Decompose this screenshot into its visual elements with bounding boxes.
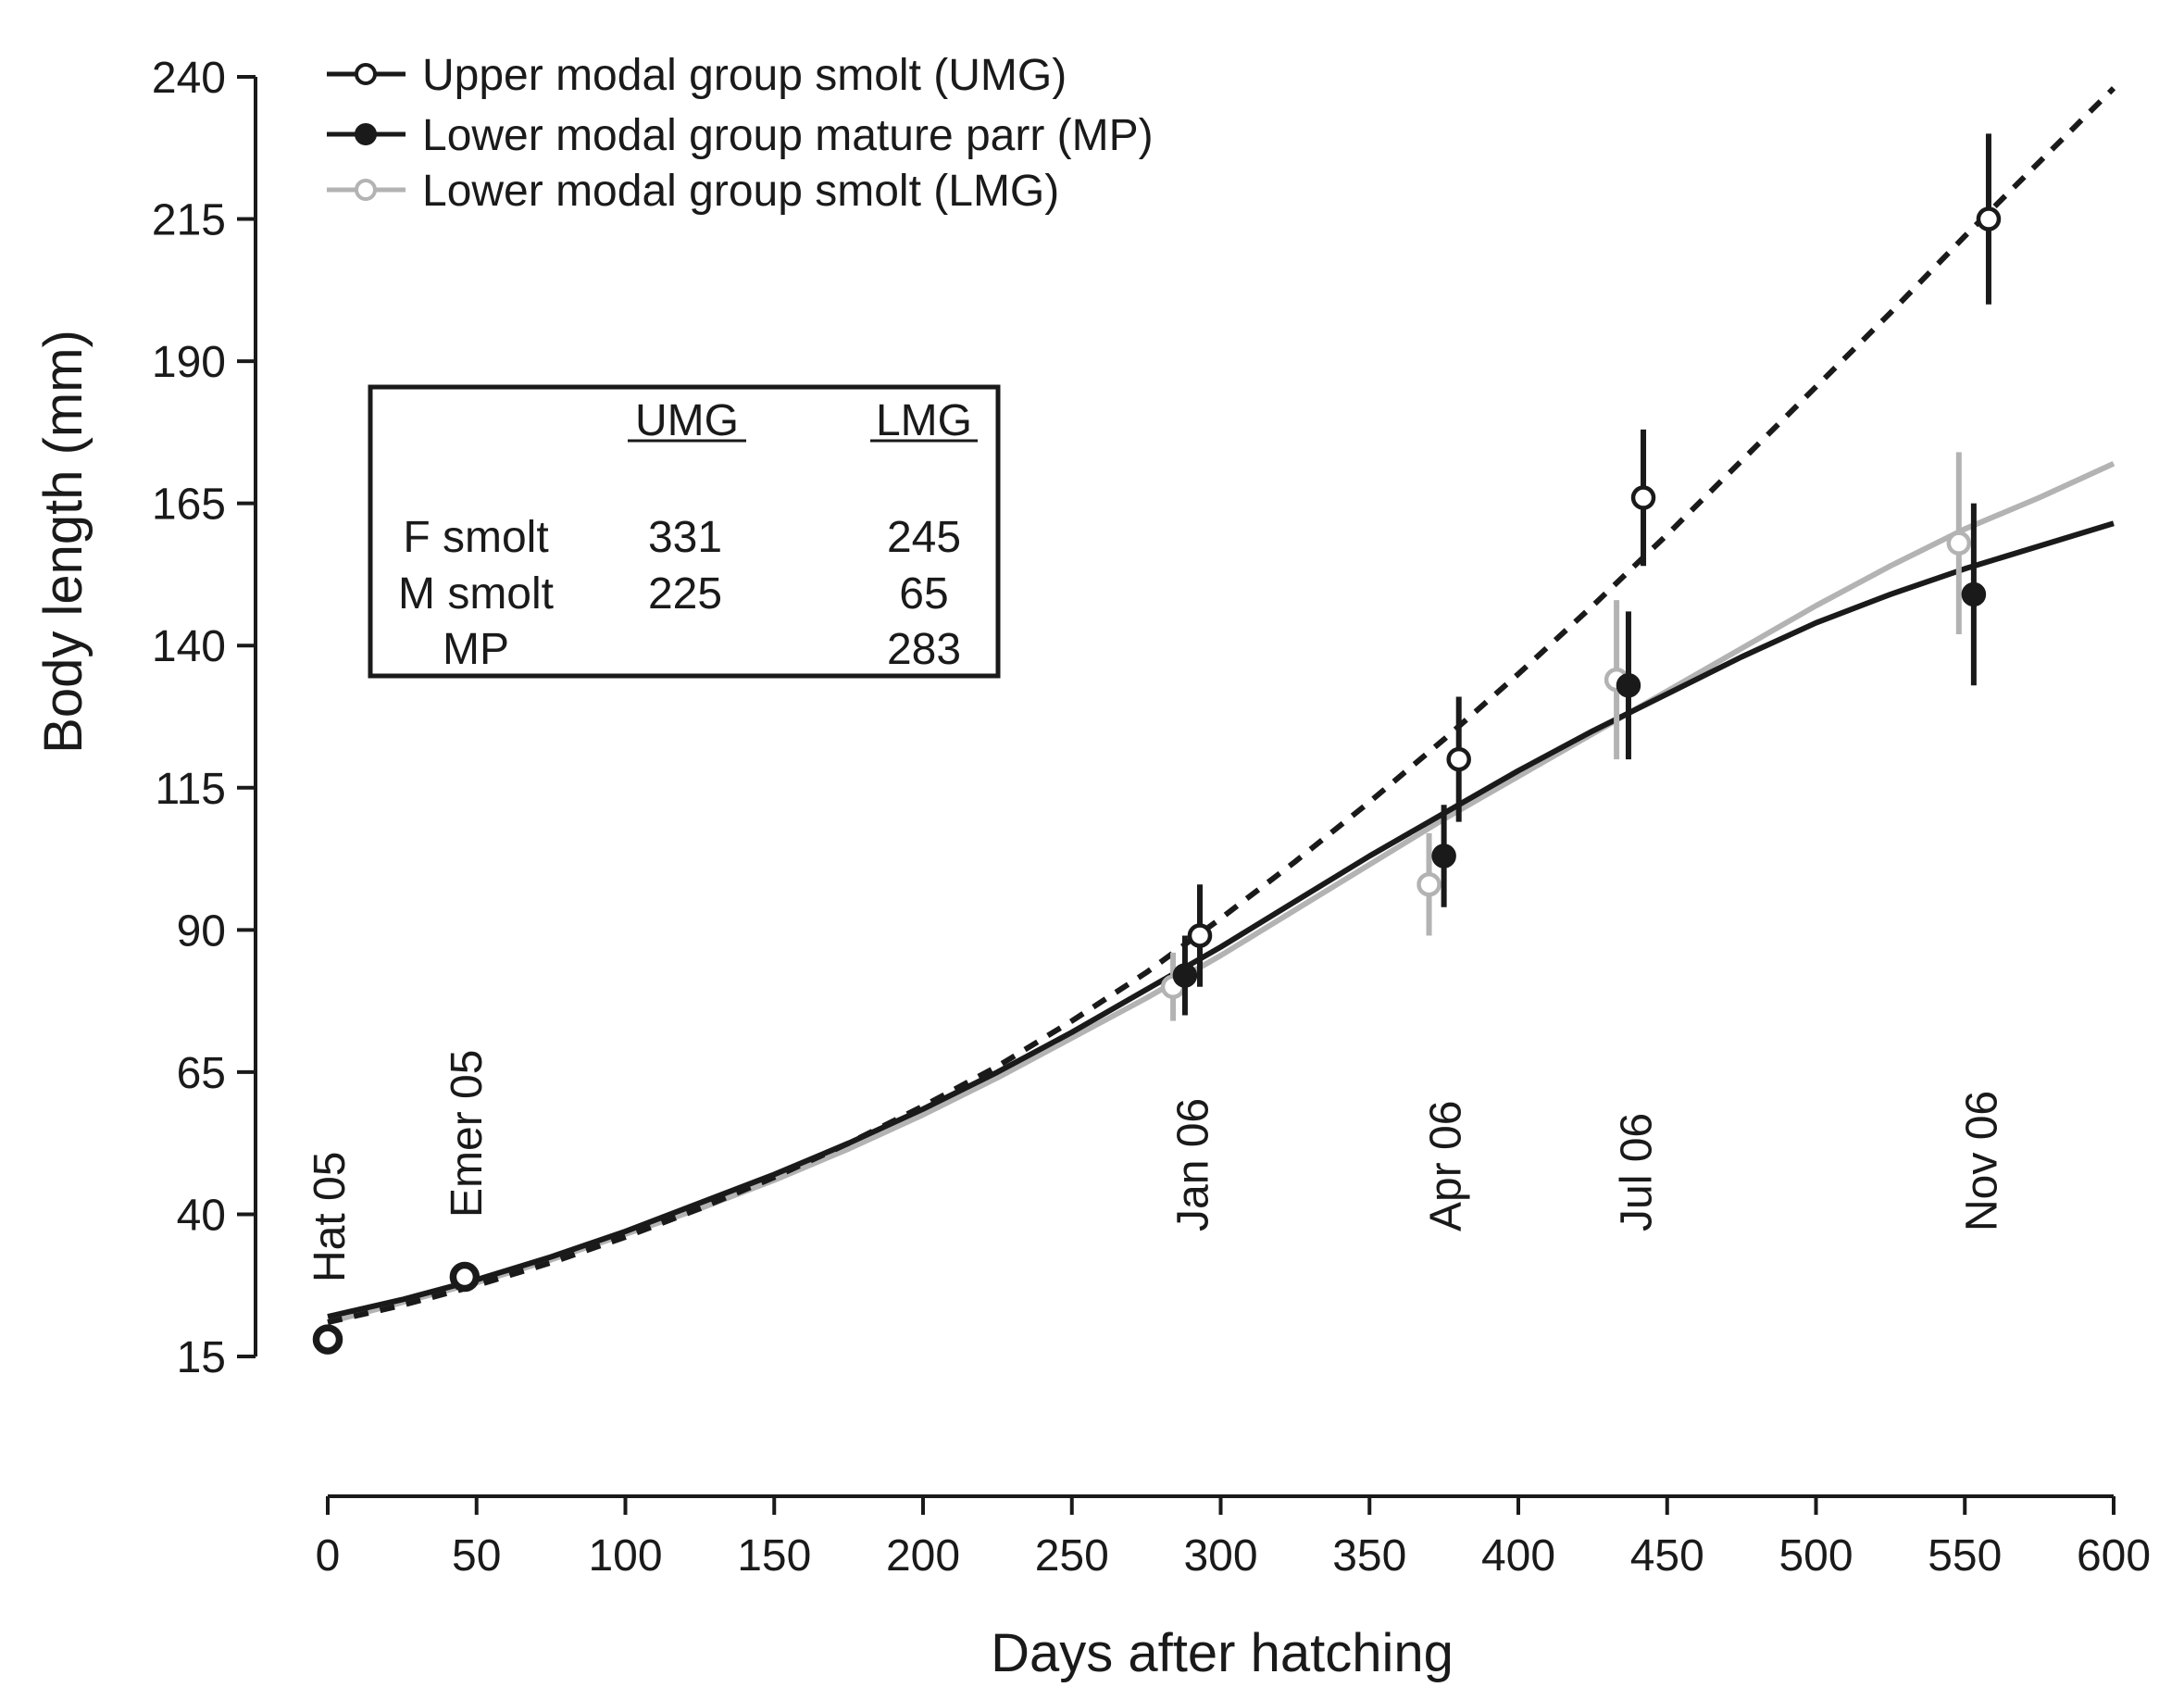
y-axis-label: Body length (mm)	[33, 330, 94, 754]
x-tick-label: 250	[1035, 1531, 1109, 1581]
legend-label: Lower modal group smolt (LMG)	[422, 167, 1059, 216]
x-tick-label: 400	[1481, 1531, 1555, 1581]
y-tick-label: 190	[152, 338, 226, 387]
legend-marker	[355, 63, 377, 85]
series-curve	[327, 460, 2115, 1325]
data-point	[1416, 871, 1441, 897]
data-point	[1961, 581, 1987, 607]
series-curves	[327, 86, 2116, 1326]
x-axis-label: Days after hatching	[991, 1623, 1454, 1683]
date-annotation: Apr 06	[1422, 1101, 1471, 1231]
series-points	[312, 133, 2002, 1355]
y-tick-label: 140	[152, 622, 226, 671]
date-annotation: Jan 06	[1168, 1098, 1217, 1231]
data-point	[1446, 746, 1471, 772]
y-tick-label: 65	[177, 1049, 226, 1098]
series-curve	[327, 86, 2116, 1326]
x-tick-label: 300	[1183, 1531, 1257, 1581]
x-tick-label: 0	[316, 1531, 341, 1581]
data-point	[1187, 923, 1213, 948]
date-annotations: Hat 05 Emer 05 Jan 06 Apr 06 Jul 06 Nov 06	[306, 1050, 2006, 1282]
legend-marker	[355, 179, 377, 201]
x-tick-label: 350	[1332, 1531, 1406, 1581]
data-point	[1946, 531, 1972, 556]
data-point	[1431, 844, 1456, 868]
legend-marker	[355, 123, 377, 145]
table-cell: 65	[899, 569, 948, 619]
x-tick-label: 50	[452, 1531, 501, 1581]
date-annotation: Nov 06	[1957, 1091, 2006, 1231]
y-tick-label: 165	[152, 481, 226, 530]
legend-label: Lower modal group mature parr (MP)	[422, 111, 1154, 160]
data-point	[1630, 485, 1656, 510]
date-annotation: Jul 06	[1612, 1113, 1661, 1231]
legend-label: Upper modal group smolt (UMG)	[422, 51, 1067, 100]
table-cell: 225	[648, 569, 722, 619]
y-tick-label: 40	[177, 1191, 226, 1240]
sample-size-table: UMG LMG F smolt 331 245 M smolt 225 65 M…	[368, 384, 1001, 679]
table-row-label: F smolt	[403, 513, 548, 562]
x-tick-label: 600	[2077, 1531, 2151, 1581]
legend: Upper modal group smolt (UMG) Lower modal…	[327, 51, 1154, 216]
table-cell: 331	[648, 513, 722, 562]
x-tick-label: 450	[1630, 1531, 1704, 1581]
y-tick-label: 115	[155, 765, 226, 814]
table-cell: 245	[887, 513, 961, 562]
table-row-label: MP	[443, 625, 509, 674]
axes: 15 40 65 90 115 140 165 190 215 240 0 50 100 150 200 25…	[152, 54, 2151, 1581]
table-header-umg: UMG	[635, 396, 739, 445]
x-tick-label: 150	[737, 1531, 811, 1581]
y-tick-label: 90	[177, 906, 226, 956]
data-point	[1976, 206, 2002, 231]
y-tick-label: 15	[177, 1333, 226, 1382]
y-tick-label: 215	[152, 196, 226, 245]
table-header-lmg: LMG	[876, 396, 972, 445]
x-tick-label: 500	[1778, 1531, 1853, 1581]
series-curve	[327, 520, 2115, 1319]
table-row-label: M smolt	[398, 569, 554, 619]
data-point	[452, 1264, 478, 1290]
x-tick-label: 100	[588, 1531, 662, 1581]
y-tick-label: 240	[152, 54, 226, 103]
date-annotation: Emer 05	[443, 1050, 492, 1218]
x-tick-label: 200	[886, 1531, 960, 1581]
x-tick-label: 550	[1928, 1531, 2002, 1581]
table-cell: 283	[887, 625, 961, 674]
table-frame	[368, 384, 1001, 679]
data-point	[1616, 672, 1641, 698]
date-annotation: Hat 05	[306, 1152, 355, 1282]
data-point	[1172, 963, 1198, 988]
data-point	[315, 1327, 341, 1352]
